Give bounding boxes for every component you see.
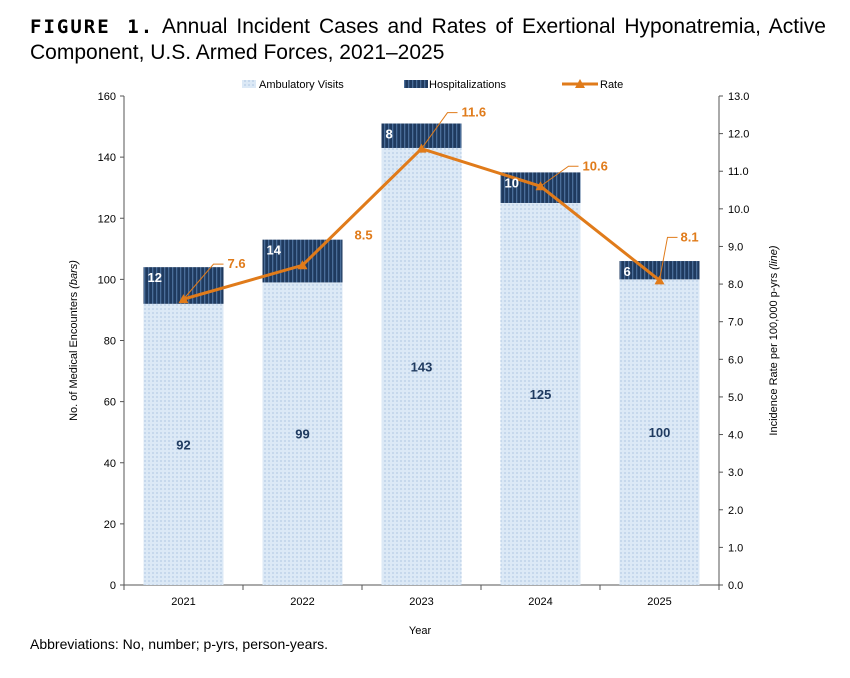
y-axis-title-text: No. of Medical Encounters	[68, 289, 80, 421]
figure-label: FIGURE 1.	[30, 16, 155, 38]
y-tick-label: 80	[104, 336, 116, 348]
legend-label-ambulatory: Ambulatory Visits	[259, 79, 344, 91]
legend-marker-rate	[575, 79, 585, 88]
y2-tick-label: 0.0	[728, 580, 743, 592]
rate-value-label: 11.6	[462, 105, 487, 120]
ambulatory-value-label: 125	[530, 387, 552, 402]
hospitalizations-value-label: 10	[505, 175, 519, 190]
bar-ambulatory-2025	[619, 279, 700, 585]
y2-tick-label: 3.0	[728, 467, 743, 479]
ambulatory-value-label: 100	[649, 425, 671, 440]
y2-tick-label: 13.0	[728, 91, 749, 103]
rate-leader-line	[540, 165, 579, 187]
hospitalizations-value-label: 12	[148, 270, 162, 285]
x-tick-label: 2023	[409, 596, 433, 608]
y2-tick-label: 11.0	[728, 166, 749, 178]
rate-leader-line	[183, 263, 224, 300]
ambulatory-value-label: 99	[295, 427, 309, 442]
bar-ambulatory-2023	[381, 147, 462, 586]
hospitalizations-value-label: 14	[267, 243, 282, 258]
x-tick-label: 2021	[171, 596, 195, 608]
y-tick-label: 140	[98, 152, 116, 164]
legend-swatch-ambulatory	[242, 80, 256, 88]
rate-leader-line	[421, 112, 458, 149]
y2-tick-label: 12.0	[728, 129, 749, 141]
bar-ambulatory-2022	[262, 282, 343, 585]
x-tick-label: 2025	[647, 596, 671, 608]
y-tick-label: 40	[104, 458, 116, 470]
x-tick-label: 2024	[528, 596, 552, 608]
ambulatory-value-label: 92	[176, 437, 190, 452]
y-axis-title-suffix: (bars)	[68, 260, 80, 289]
y2-axis-title-suffix: (line)	[768, 245, 780, 270]
legend-label-rate: Rate	[600, 79, 623, 91]
x-tick-label: 2022	[290, 596, 314, 608]
y-tick-label: 100	[98, 274, 116, 286]
y-axis-title: No. of Medical Encounters (bars)	[68, 260, 80, 421]
footnote: Abbreviations: No, number; p-yrs, person…	[30, 636, 329, 652]
rate-value-label: 10.6	[583, 158, 608, 173]
y-tick-label: 0	[110, 580, 116, 592]
figure-title-text: Annual Incident Cases and Rates of Exert…	[30, 15, 826, 64]
legend: Ambulatory Visits Hospitalizations Rate	[242, 79, 623, 91]
figure-title: FIGURE 1. Annual Incident Cases and Rate…	[30, 14, 826, 66]
y2-tick-label: 2.0	[728, 505, 743, 517]
rate-value-label: 8.1	[681, 229, 699, 244]
y2-tick-label: 5.0	[728, 392, 743, 404]
rate-leader-line	[659, 236, 678, 281]
y2-axis-title: Incidence Rate per 100,000 p-yrs (line)	[768, 245, 780, 436]
y-tick-label: 120	[98, 213, 116, 225]
hospitalizations-value-label: 6	[624, 264, 631, 279]
y2-tick-label: 8.0	[728, 279, 743, 291]
y-tick-label: 160	[98, 91, 116, 103]
y2-tick-label: 7.0	[728, 317, 743, 329]
rate-value-label: 7.6	[228, 256, 246, 271]
bar-ambulatory-2021	[143, 303, 224, 585]
hospitalizations-value-label: 8	[386, 127, 393, 142]
x-axis-title: Year	[409, 625, 432, 637]
rate-value-label: 8.5	[355, 227, 373, 242]
legend-swatch-hospitalizations	[404, 80, 428, 88]
y-tick-label: 20	[104, 519, 116, 531]
rate-marker-2022	[297, 260, 308, 270]
legend-label-hospitalizations: Hospitalizations	[429, 79, 507, 91]
y2-tick-label: 1.0	[728, 542, 743, 554]
ambulatory-value-label: 143	[411, 359, 433, 374]
y2-tick-label: 4.0	[728, 430, 743, 442]
y2-tick-label: 10.0	[728, 204, 749, 216]
y2-tick-label: 6.0	[728, 354, 743, 366]
bar-ambulatory-2024	[500, 202, 581, 585]
y2-tick-label: 9.0	[728, 241, 743, 253]
y2-axis-title-text: Incidence Rate per 100,000 p-yrs	[768, 270, 780, 436]
y-tick-label: 60	[104, 397, 116, 409]
